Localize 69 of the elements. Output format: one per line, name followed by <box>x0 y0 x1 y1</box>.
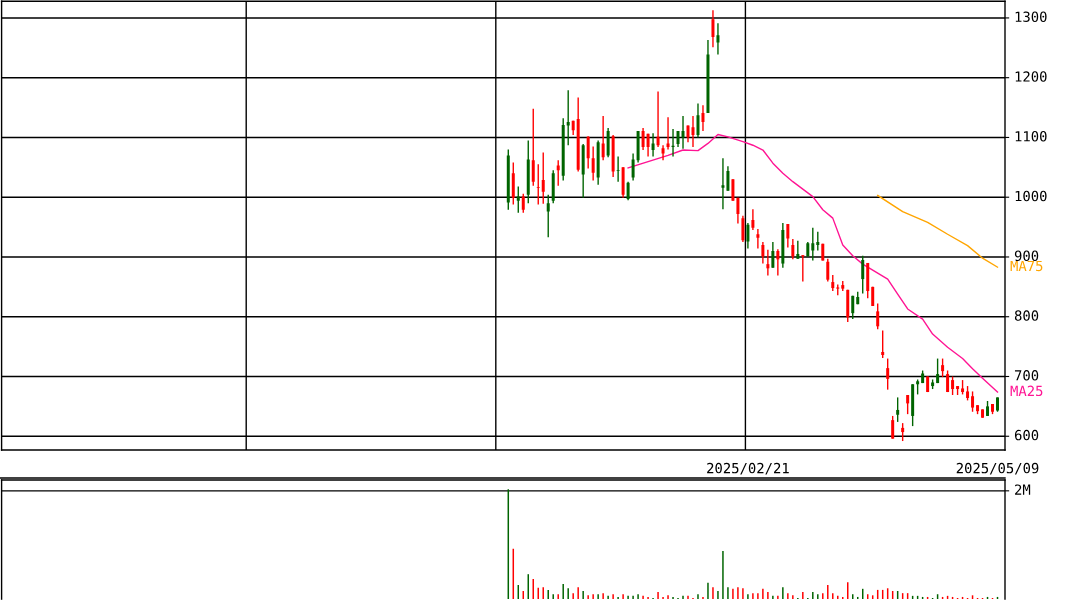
candlestick <box>681 115 685 150</box>
candlestick <box>601 115 605 161</box>
series-label: MA25 <box>1010 385 1043 397</box>
line-series <box>627 133 999 393</box>
candlestick <box>896 396 900 423</box>
candlestick <box>776 248 780 277</box>
series-label: MA75 <box>1010 260 1043 272</box>
y-tick-label: 900 <box>1014 250 1039 262</box>
candlestick <box>811 226 815 262</box>
candlestick <box>691 115 695 148</box>
candlestick <box>936 357 940 384</box>
candlestick <box>566 89 570 146</box>
candlestick <box>666 116 670 151</box>
y-tick-label: 700 <box>1014 370 1039 381</box>
candlestick <box>616 155 620 183</box>
candlestick <box>731 178 735 202</box>
candlestick <box>586 135 590 170</box>
candlestick <box>796 240 800 260</box>
candlestick <box>541 151 545 205</box>
candlestick <box>881 329 885 359</box>
candlestick <box>816 231 820 252</box>
y-tick-label: 1300 <box>1015 11 1047 22</box>
candlestick <box>766 249 770 277</box>
candlestick <box>756 228 760 250</box>
candlestick <box>546 194 550 238</box>
candlestick <box>626 180 630 201</box>
candlestick <box>886 357 890 391</box>
candlestick <box>746 222 750 250</box>
candlestick <box>761 241 765 265</box>
y-tick-label: 2M <box>1015 484 1031 495</box>
candlestick <box>971 390 975 413</box>
candlestick <box>641 127 645 151</box>
candlestick <box>861 255 865 295</box>
candlestick <box>826 258 830 283</box>
y-tick-label: 800 <box>1014 310 1039 321</box>
candlestick <box>696 102 700 139</box>
x-tick-label: 2025/02/21 <box>707 462 789 475</box>
x-tick-label: 2025/05/09 <box>956 462 1039 475</box>
candlestick <box>656 90 660 148</box>
candlestick <box>751 208 755 231</box>
candlestick <box>716 22 720 56</box>
candlestick <box>516 185 520 214</box>
candlestick <box>521 192 525 214</box>
line-series <box>877 194 999 268</box>
candlestick <box>941 357 945 378</box>
y-tick-label: 1000 <box>1015 190 1047 202</box>
candlestick <box>536 163 540 206</box>
candlestick <box>701 104 705 132</box>
candlestick <box>786 223 790 249</box>
candlestick <box>951 375 955 396</box>
candlestick <box>736 197 740 225</box>
candlestick <box>876 302 880 330</box>
y-tick-label: 600 <box>1014 429 1039 441</box>
candlestick <box>726 165 730 192</box>
candlestick <box>791 238 795 261</box>
candlestick <box>591 145 595 182</box>
candlestick <box>891 415 895 440</box>
y-tick-label: 1200 <box>1015 71 1047 82</box>
candlestick <box>771 241 775 269</box>
candlestick <box>906 394 910 415</box>
y-tick-label: 1100 <box>1015 131 1047 142</box>
candlestick <box>721 157 725 210</box>
candlestick <box>996 396 1000 413</box>
candlestick <box>631 152 635 182</box>
candlestick <box>531 108 535 187</box>
candlestick <box>711 9 715 48</box>
candlestick <box>991 403 995 415</box>
candlestick <box>651 132 655 158</box>
candlestick <box>741 215 745 243</box>
